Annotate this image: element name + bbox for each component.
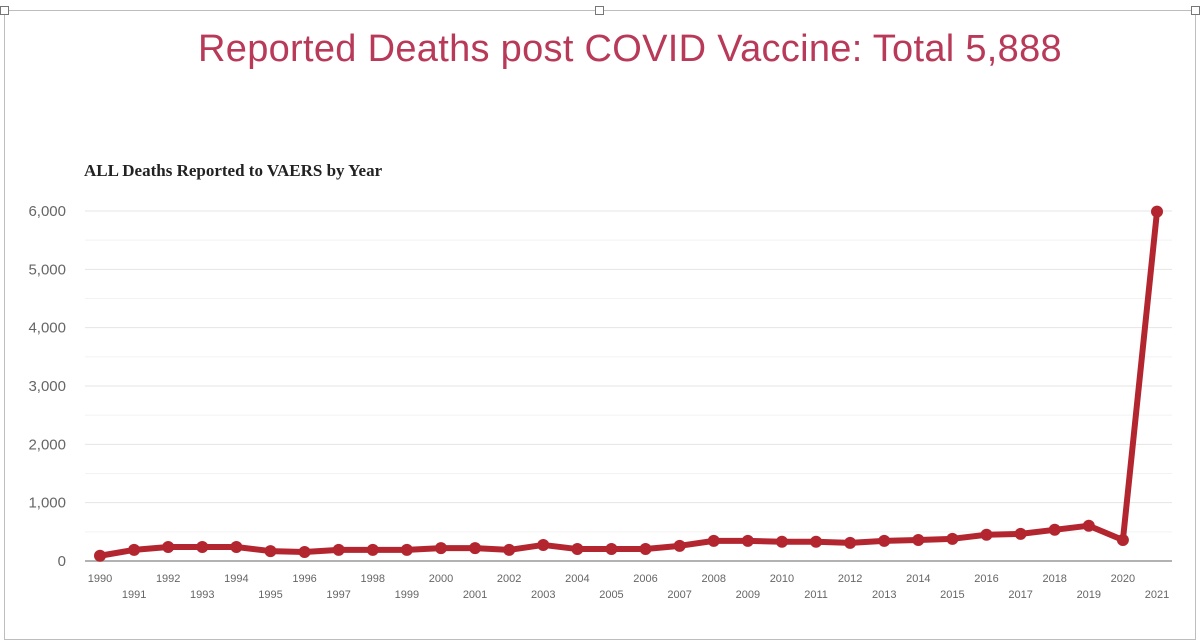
x-tick-label: 1999 <box>395 589 419 601</box>
data-point <box>673 539 686 552</box>
x-tick-label: 2016 <box>974 573 998 585</box>
data-point <box>400 543 413 556</box>
y-tick-label: 4,000 <box>28 320 66 337</box>
y-tick-label: 6,000 <box>28 203 66 220</box>
x-tick-label: 2013 <box>872 589 896 601</box>
x-tick-label: 1997 <box>326 589 350 601</box>
data-point <box>980 528 993 541</box>
x-tick-label: 2008 <box>701 573 725 585</box>
resize-handle[interactable] <box>0 6 9 15</box>
x-tick-label: 2000 <box>429 573 453 585</box>
x-tick-label: 2003 <box>531 589 555 601</box>
x-tick-label: 2004 <box>565 573 589 585</box>
x-tick-label: 2018 <box>1042 573 1066 585</box>
x-tick-label: 2020 <box>1111 573 1135 585</box>
data-point <box>434 542 447 555</box>
x-tick-label: 2002 <box>497 573 521 585</box>
x-tick-label: 1990 <box>88 573 112 585</box>
data-point <box>162 541 175 553</box>
chart-title: ALL Deaths Reported to VAERS by Year <box>84 161 383 180</box>
data-point <box>571 543 584 556</box>
y-tick-label: 3,000 <box>28 378 66 395</box>
data-point <box>1048 523 1061 536</box>
x-tick-label: 2006 <box>633 573 657 585</box>
data-point <box>537 538 550 551</box>
data-point <box>639 543 652 556</box>
data-point <box>264 545 277 558</box>
x-tick-label: 1993 <box>190 589 214 601</box>
data-point <box>128 543 141 556</box>
data-point <box>503 543 516 556</box>
data-point <box>298 545 311 558</box>
x-tick-label: 2010 <box>770 573 794 585</box>
data-point <box>1116 534 1129 546</box>
data-point <box>1082 519 1095 532</box>
x-tick-label: 2014 <box>906 573 930 585</box>
x-tick-label: 2019 <box>1077 589 1101 601</box>
data-point <box>196 541 209 553</box>
x-tick-label: 2005 <box>599 589 623 601</box>
x-tick-label: 2001 <box>463 589 487 601</box>
x-tick-label: 2021 <box>1145 589 1169 601</box>
y-tick-label: 5,000 <box>28 261 66 278</box>
x-tick-label: 1992 <box>156 573 180 585</box>
data-point <box>332 543 345 556</box>
x-tick-label: 2017 <box>1008 589 1032 601</box>
data-point <box>741 534 754 547</box>
x-tick-label: 1996 <box>292 573 316 585</box>
data-point <box>844 536 857 549</box>
data-point <box>230 541 243 553</box>
x-tick-label: 2012 <box>838 573 862 585</box>
data-point <box>912 534 925 546</box>
x-tick-label: 1998 <box>361 573 385 585</box>
y-tick-label: 2,000 <box>28 436 66 453</box>
x-tick-label: 1991 <box>122 589 146 601</box>
data-point <box>605 543 618 556</box>
x-tick-label: 2011 <box>804 589 828 601</box>
x-tick-label: 1995 <box>258 589 282 601</box>
data-point <box>707 534 720 547</box>
resize-handle[interactable] <box>595 6 604 15</box>
data-point <box>775 535 788 548</box>
data-point <box>946 532 959 545</box>
y-tick-label: 0 <box>58 553 66 570</box>
x-tick-label: 2007 <box>667 589 691 601</box>
data-point <box>94 549 106 562</box>
x-tick-label: 2009 <box>736 589 760 601</box>
data-point <box>366 543 379 556</box>
data-point <box>1014 527 1027 540</box>
y-tick-label: 1,000 <box>28 495 66 512</box>
page-title: Reported Deaths post COVID Vaccine: Tota… <box>198 28 1062 70</box>
data-point <box>810 535 823 548</box>
data-point <box>878 534 891 547</box>
series-line <box>99 211 1160 559</box>
data-point <box>469 542 482 555</box>
x-tick-label: 1994 <box>224 573 248 585</box>
x-tick-label: 2015 <box>940 589 964 601</box>
data-point <box>1151 205 1163 218</box>
